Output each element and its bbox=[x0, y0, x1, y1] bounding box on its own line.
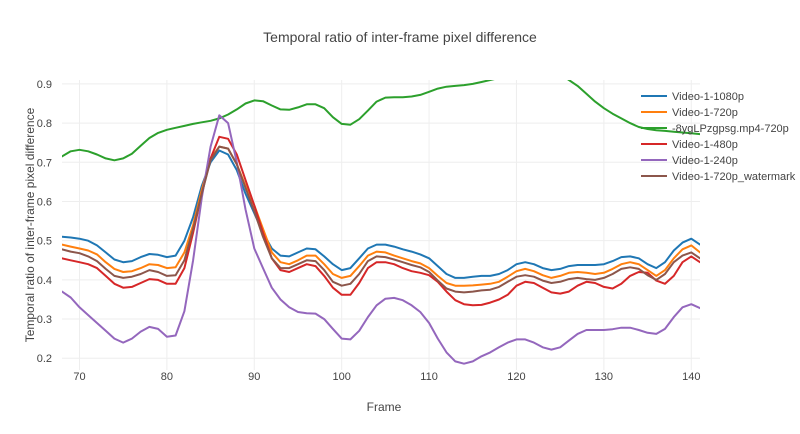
series-layer bbox=[62, 80, 700, 365]
y-tick-label: 0.8 bbox=[37, 118, 52, 130]
x-tick-label: 130 bbox=[595, 371, 613, 383]
x-axis-title: Frame bbox=[367, 400, 402, 414]
x-tick-label: 140 bbox=[682, 371, 700, 383]
y-tick-label: 0.9 bbox=[37, 79, 52, 91]
y-axis-title: Temporal ratio of inter-frame pixel diff… bbox=[23, 107, 37, 342]
y-tick-label: 0.3 bbox=[37, 314, 52, 326]
tick-labels: 70 80 90 100 110 120 130 140 0.2 0.3 0.4 0.5 0.6 0.7 0… bbox=[37, 79, 701, 383]
series-line-video-1-720p bbox=[62, 145, 700, 287]
legend: Video-1-1080p Video-1-720p -8ygLPzgpsg.mp4… bbox=[641, 91, 796, 183]
series-line-video-1-240p bbox=[62, 114, 700, 365]
legend-label: Video-1-720p bbox=[672, 107, 738, 119]
y-tick-label: 0.6 bbox=[37, 196, 52, 208]
legend-label: Video-1-1080p bbox=[672, 91, 744, 103]
gridlines bbox=[62, 80, 700, 370]
legend-label: Video-1-240p bbox=[672, 155, 738, 167]
y-tick-label: 0.5 bbox=[37, 236, 52, 248]
legend-label: -8ygLPzgpsg.mp4-720p bbox=[672, 123, 789, 135]
legend-label: Video-1-720p_watermark bbox=[672, 171, 796, 183]
chart-title: Temporal ratio of inter-frame pixel diff… bbox=[263, 29, 537, 45]
x-tick-label: 70 bbox=[73, 371, 85, 383]
series-line-8yglpzgpsg-mp4-720p bbox=[62, 80, 700, 162]
x-tick-label: 100 bbox=[332, 371, 350, 383]
x-tick-label: 120 bbox=[507, 371, 525, 383]
series-line-video-1-1080p bbox=[62, 149, 700, 279]
x-tick-label: 90 bbox=[248, 371, 260, 383]
x-tick-label: 80 bbox=[161, 371, 173, 383]
y-tick-label: 0.2 bbox=[37, 353, 52, 365]
series-line-video-1-480p bbox=[62, 135, 700, 307]
series-line-video-1-720p-watermark bbox=[62, 145, 700, 294]
x-tick-label: 110 bbox=[420, 371, 438, 383]
y-tick-label: 0.4 bbox=[37, 275, 52, 287]
legend-label: Video-1-480p bbox=[672, 139, 738, 151]
y-tick-label: 0.7 bbox=[37, 157, 52, 169]
